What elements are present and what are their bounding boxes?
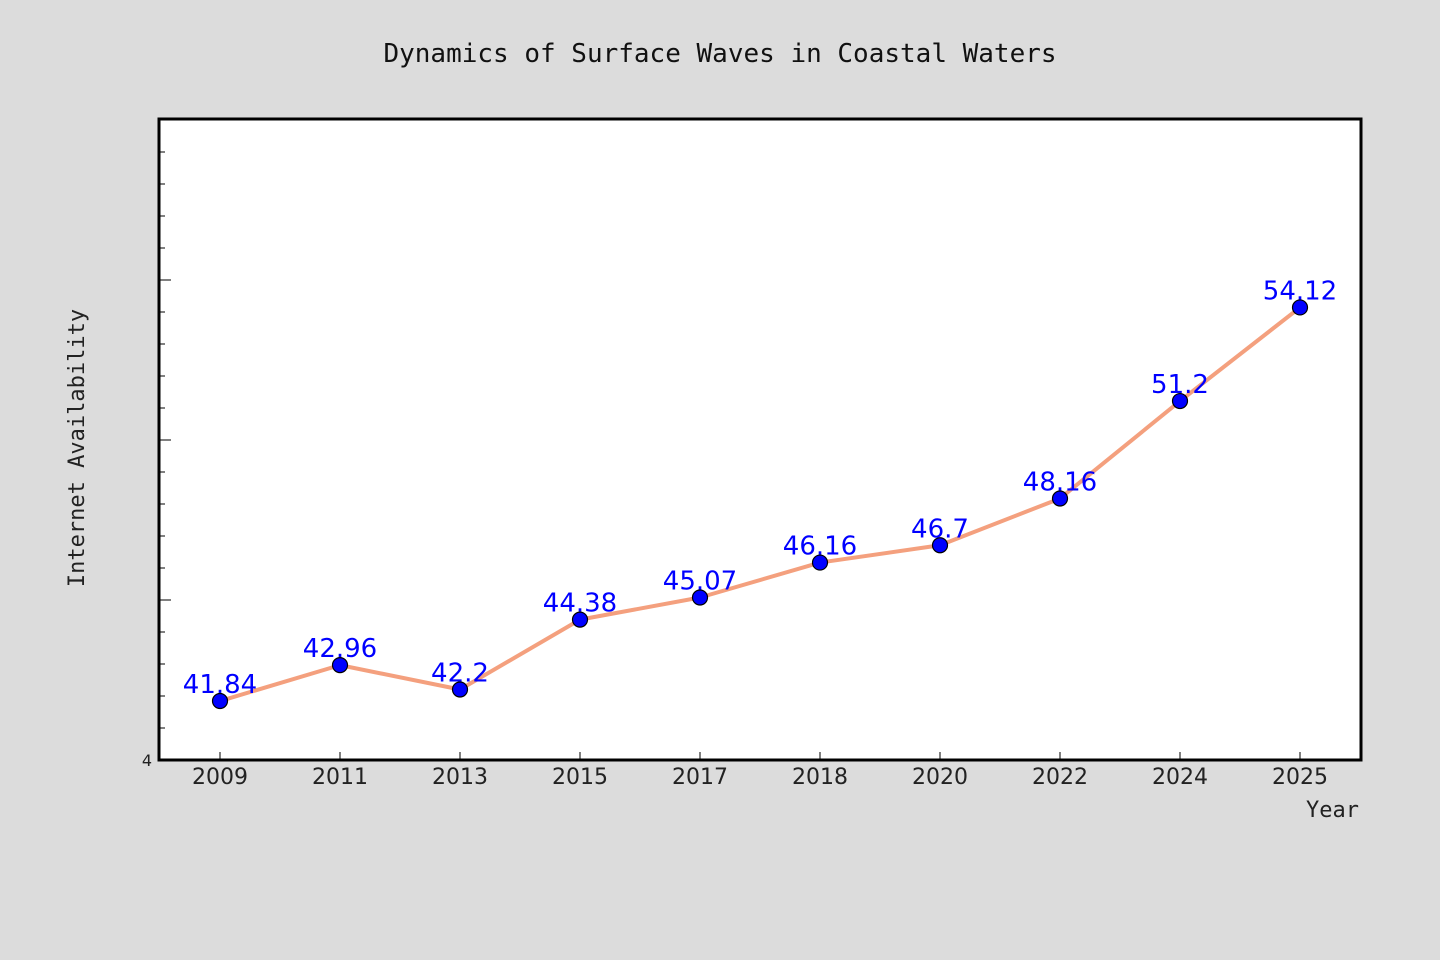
data-markers	[211, 299, 1309, 710]
data-point	[1291, 299, 1309, 316]
x-tick-label: 2018	[792, 765, 848, 790]
data-label: 54.12	[1263, 276, 1337, 306]
data-label: 45.07	[663, 567, 737, 597]
data-labels: 41.84 42.96 42.2 44.38 45.07 46.16 46.7 48.16 51…	[183, 276, 1337, 700]
x-axis-ticks: 2009 2011 2013 2015 2017 2018 2020 2022 2024 2025	[192, 752, 1328, 790]
data-point	[1171, 392, 1189, 410]
data-point	[211, 692, 229, 710]
data-label: 48.16	[1023, 467, 1097, 497]
x-axis-label: Year	[1306, 798, 1359, 823]
data-point	[931, 537, 949, 554]
x-tick-label: 2011	[312, 765, 368, 790]
data-label: 42.96	[303, 634, 377, 664]
x-tick-label: 2024	[1152, 765, 1208, 790]
x-tick-label: 2009	[192, 765, 248, 790]
data-point	[451, 681, 469, 698]
x-tick-label: 2015	[552, 765, 608, 790]
x-tick-label: 2013	[432, 765, 488, 790]
data-point	[811, 554, 829, 571]
data-label: 44.38	[543, 589, 617, 619]
data-point	[331, 657, 349, 674]
x-tick-label: 2025	[1272, 765, 1328, 790]
data-point	[1051, 490, 1069, 507]
data-label: 46.16	[783, 532, 857, 562]
series-line	[218, 305, 1302, 704]
data-label: 41.84	[183, 670, 257, 700]
data-point	[691, 589, 709, 606]
x-tick-label: 2017	[672, 765, 728, 790]
plot-frame	[157, 117, 1363, 762]
y-tick-label: 4	[142, 751, 152, 770]
chart-title: Dynamics of Surface Waves in Coastal Wat…	[383, 39, 1056, 69]
data-label: 51.2	[1151, 370, 1209, 400]
plot-area	[159, 119, 1361, 760]
x-tick-label: 2022	[1032, 765, 1088, 790]
y-axis-label: Internet Availability	[65, 309, 90, 587]
data-point	[571, 611, 589, 628]
x-tick-label: 2020	[912, 765, 968, 790]
series-line-group	[218, 305, 1302, 704]
data-label: 42.2	[431, 658, 489, 688]
data-label: 46.7	[911, 514, 969, 544]
